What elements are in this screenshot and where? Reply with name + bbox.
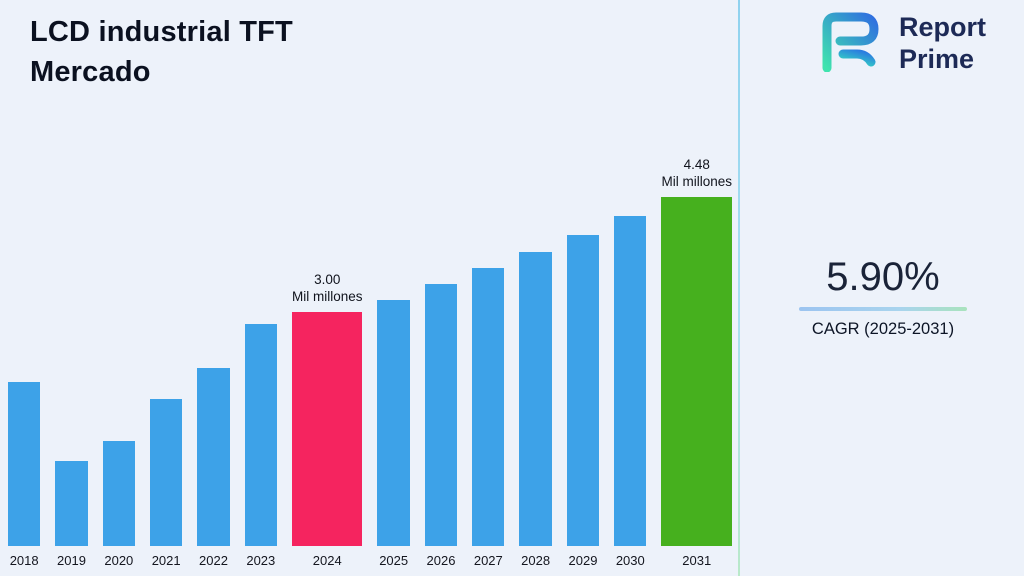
bar <box>661 197 732 546</box>
bar-column: 2023 <box>244 324 277 568</box>
cagr-block: 5.90% CAGR (2025-2031) <box>797 255 969 339</box>
bar-year-label: 2021 <box>151 553 181 568</box>
bar <box>472 268 505 546</box>
bar-year-label: 2018 <box>9 553 39 568</box>
bar-year-label: 2031 <box>682 553 712 568</box>
bar-column: 2029 <box>566 235 600 568</box>
bar <box>102 441 135 546</box>
bar <box>377 300 410 546</box>
bar-year-label: 2023 <box>246 553 276 568</box>
page-title: LCD industrial TFT Mercado <box>30 12 293 92</box>
bar <box>55 461 88 546</box>
bar-year-label: 2030 <box>615 553 645 568</box>
cagr-value: 5.90% <box>826 255 940 299</box>
bar-column: 2018 <box>8 382 41 568</box>
bar-column: 2028 <box>519 252 552 568</box>
report-prime-logo-icon <box>813 10 887 77</box>
bar-year-label: 2029 <box>568 553 598 568</box>
bar <box>519 252 552 546</box>
report-prime-logo: Report Prime <box>813 10 986 77</box>
bar <box>197 368 230 546</box>
bar <box>149 399 183 546</box>
vertical-divider <box>738 0 740 576</box>
page-title-line2: Mercado <box>30 56 151 89</box>
bar-year-label: 2027 <box>473 553 503 568</box>
bar-column: 2020 <box>102 441 135 568</box>
bar-chart: 2018 2019 2020 2021 2022 2023 3.00 Mil millones… <box>8 156 732 568</box>
bar-column: 2022 <box>197 368 230 568</box>
bar-year-label: 2019 <box>57 553 86 568</box>
bar-year-label: 2028 <box>521 553 551 568</box>
bar <box>424 284 458 546</box>
bar-column: 2019 <box>55 461 88 568</box>
cagr-label: CAGR (2025-2031) <box>811 320 955 338</box>
bar-column: 4.48 Mil millones 2031 <box>661 156 732 568</box>
logo-text-line2: Prime <box>899 43 975 74</box>
bar <box>291 312 363 546</box>
bar-year-label: 2024 <box>312 553 342 568</box>
bar <box>614 216 647 546</box>
cagr-underline <box>799 307 967 311</box>
bar-year-label: 2022 <box>199 553 228 568</box>
bar-year-label: 2020 <box>104 553 134 568</box>
bar-column: 2030 <box>614 216 647 568</box>
bar-column: 2026 <box>424 284 458 568</box>
bar-year-label: 2026 <box>426 553 456 568</box>
bar-column: 2021 <box>149 399 183 568</box>
bar-year-label: 2025 <box>379 553 409 568</box>
bar-column: 2025 <box>377 300 410 568</box>
logo-text-line1: Report <box>899 11 986 42</box>
bar <box>566 235 600 546</box>
bar <box>244 324 277 546</box>
bar-column: 2027 <box>472 268 505 568</box>
report-prime-logo-text: Report Prime <box>899 12 986 76</box>
bar-annotation: 3.00 Mil millones <box>291 271 363 305</box>
page-title-line1: LCD industrial TFT <box>30 16 293 48</box>
bar <box>8 382 41 546</box>
bar-column: 3.00 Mil millones 2024 <box>291 271 363 568</box>
bar-annotation: 4.48 Mil millones <box>661 156 732 190</box>
